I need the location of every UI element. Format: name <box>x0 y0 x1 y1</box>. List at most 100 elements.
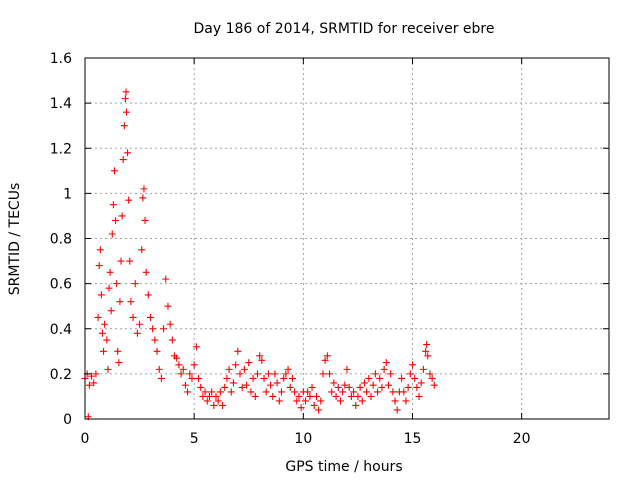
data-point <box>422 347 430 355</box>
data-point <box>297 404 305 412</box>
data-point <box>107 307 115 315</box>
y-tick-label: 1.6 <box>50 51 72 67</box>
data-point <box>106 268 114 276</box>
data-point <box>251 392 259 400</box>
y-tick-label: 0.6 <box>50 277 72 293</box>
data-point <box>404 383 412 391</box>
data-point <box>271 370 279 378</box>
data-point <box>238 383 246 391</box>
x-tick-label: 15 <box>404 431 422 447</box>
data-point <box>95 262 103 270</box>
data-point <box>319 370 327 378</box>
data-point <box>415 392 423 400</box>
data-point <box>304 388 312 396</box>
data-point <box>88 372 96 380</box>
data-point <box>179 365 187 373</box>
data-point <box>151 336 159 344</box>
data-point <box>260 374 268 382</box>
y-tick-label: 0.2 <box>50 367 72 383</box>
data-point <box>245 359 253 367</box>
data-point <box>114 347 122 355</box>
data-point <box>234 347 242 355</box>
data-point <box>334 383 342 391</box>
data-point <box>236 370 244 378</box>
data-point <box>199 392 207 400</box>
data-point <box>138 246 146 254</box>
data-point <box>295 392 303 400</box>
data-point <box>175 361 183 369</box>
data-point <box>391 397 399 405</box>
data-point <box>356 383 364 391</box>
data-point <box>142 268 150 276</box>
data-point <box>94 313 102 321</box>
data-point <box>124 149 132 157</box>
data-point <box>190 361 198 369</box>
data-point <box>288 374 296 382</box>
data-point <box>367 392 375 400</box>
data-point <box>275 397 283 405</box>
data-point <box>360 379 368 387</box>
data-point <box>112 216 120 224</box>
data-point <box>430 381 438 389</box>
data-point <box>389 388 397 396</box>
data-point <box>97 291 105 299</box>
data-point <box>149 325 157 333</box>
data-point <box>258 356 266 364</box>
y-tick-labels: 0 0.2 0.4 0.6 0.8 1 1.2 1.4 1.6 <box>50 51 72 428</box>
data-point <box>393 406 401 414</box>
data-point <box>117 257 125 265</box>
data-point <box>312 392 320 400</box>
data-point <box>384 381 392 389</box>
data-point <box>96 246 104 254</box>
data-point <box>140 185 148 193</box>
data-point <box>127 298 135 306</box>
x-tick-label: 0 <box>81 431 90 447</box>
data-point <box>398 374 406 382</box>
data-point <box>197 383 205 391</box>
data-point <box>105 284 113 292</box>
x-tick-label: 10 <box>294 431 312 447</box>
data-point <box>253 370 261 378</box>
data-point <box>216 388 224 396</box>
data-point <box>192 343 200 351</box>
data-point <box>90 379 98 387</box>
data-point <box>376 374 384 382</box>
data-point <box>229 379 237 387</box>
data-point <box>110 167 118 175</box>
data-point <box>201 388 209 396</box>
x-tick-labels: 0 5 10 15 20 <box>81 431 531 447</box>
data-point <box>419 365 427 373</box>
data-point <box>205 392 213 400</box>
data-point <box>85 381 93 389</box>
data-point <box>336 397 344 405</box>
data-point <box>339 388 347 396</box>
y-tick-label: 1.4 <box>50 96 72 112</box>
data-point <box>212 392 220 400</box>
data-point <box>409 361 416 369</box>
data-point <box>382 359 390 367</box>
data-point <box>365 374 373 382</box>
data-point <box>100 347 108 355</box>
data-point <box>166 320 174 328</box>
data-point <box>160 325 168 333</box>
data-point <box>400 388 408 396</box>
data-point <box>280 374 288 382</box>
grid <box>85 58 609 419</box>
data-point <box>121 95 129 103</box>
data-point <box>221 383 229 391</box>
data-point <box>125 196 133 204</box>
data-point <box>310 401 318 409</box>
data-point <box>323 352 331 360</box>
data-point <box>129 313 137 321</box>
data-point <box>118 212 126 220</box>
data-point <box>120 122 128 130</box>
data-point <box>115 359 123 367</box>
data-point <box>306 392 314 400</box>
y-tick-label: 0.8 <box>50 232 72 248</box>
data-point <box>104 365 112 373</box>
x-axis-label: GPS time / hours <box>285 459 402 475</box>
data-point <box>411 374 419 382</box>
axis-ticks <box>84 57 609 420</box>
y-tick-label: 0 <box>63 412 72 428</box>
